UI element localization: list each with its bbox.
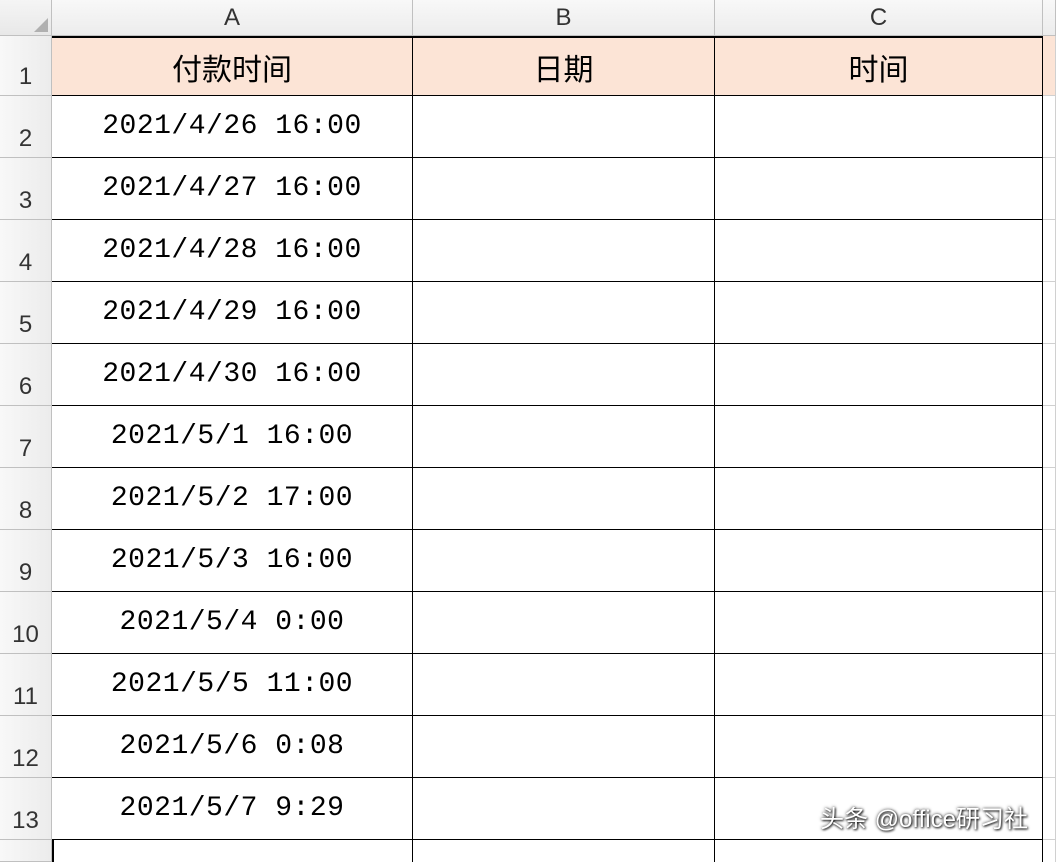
table-row: 9 2021/5/3 16:00 (0, 530, 1056, 592)
cell-a9[interactable]: 2021/5/3 16:00 (52, 530, 413, 592)
cell-a11[interactable]: 2021/5/5 11:00 (52, 654, 413, 716)
row-header-4[interactable]: 4 (0, 220, 52, 282)
cell-b13[interactable] (413, 778, 715, 840)
row-header-1[interactable]: 1 (0, 36, 52, 96)
column-header-c[interactable]: C (715, 0, 1043, 36)
cell-c14[interactable] (715, 840, 1043, 862)
cell-d13[interactable] (1043, 778, 1056, 840)
cell-b10[interactable] (413, 592, 715, 654)
cell-a10[interactable]: 2021/5/4 0:00 (52, 592, 413, 654)
cell-a5[interactable]: 2021/4/29 16:00 (52, 282, 413, 344)
cell-d4[interactable] (1043, 220, 1056, 282)
row-header-7[interactable]: 7 (0, 406, 52, 468)
cell-c12[interactable] (715, 716, 1043, 778)
cell-b12[interactable] (413, 716, 715, 778)
cell-c10[interactable] (715, 592, 1043, 654)
cell-c2[interactable] (715, 96, 1043, 158)
table-row: 8 2021/5/2 17:00 (0, 468, 1056, 530)
row-header-5[interactable]: 5 (0, 282, 52, 344)
watermark-text: 头条 @office研习社 (820, 799, 1028, 834)
header-cell-time[interactable]: 时间 (715, 36, 1043, 96)
cell-c6[interactable] (715, 344, 1043, 406)
row-header-13[interactable]: 13 (0, 778, 52, 840)
cell-a7[interactable]: 2021/5/1 16:00 (52, 406, 413, 468)
table-row: 5 2021/4/29 16:00 (0, 282, 1056, 344)
cell-b5[interactable] (413, 282, 715, 344)
cell-b3[interactable] (413, 158, 715, 220)
header-cell-date[interactable]: 日期 (413, 36, 715, 96)
row-header-10[interactable]: 10 (0, 592, 52, 654)
row-header-2[interactable]: 2 (0, 96, 52, 158)
cell-c11[interactable] (715, 654, 1043, 716)
cell-c4[interactable] (715, 220, 1043, 282)
row-header-6[interactable]: 6 (0, 344, 52, 406)
column-headers-row: A B C (0, 0, 1056, 36)
cell-b7[interactable] (413, 406, 715, 468)
cell-d3[interactable] (1043, 158, 1056, 220)
cell-a8[interactable]: 2021/5/2 17:00 (52, 468, 413, 530)
cell-b9[interactable] (413, 530, 715, 592)
cell-d10[interactable] (1043, 592, 1056, 654)
cell-a14[interactable] (52, 840, 413, 862)
select-all-corner[interactable] (0, 0, 52, 36)
row-header-12[interactable]: 12 (0, 716, 52, 778)
table-row: 4 2021/4/28 16:00 (0, 220, 1056, 282)
table-row: 2 2021/4/26 16:00 (0, 96, 1056, 158)
cell-d7[interactable] (1043, 406, 1056, 468)
cell-d12[interactable] (1043, 716, 1056, 778)
cell-b4[interactable] (413, 220, 715, 282)
cell-c7[interactable] (715, 406, 1043, 468)
cell-b11[interactable] (413, 654, 715, 716)
cell-a6[interactable]: 2021/4/30 16:00 (52, 344, 413, 406)
cell-b2[interactable] (413, 96, 715, 158)
cell-b6[interactable] (413, 344, 715, 406)
row-header-11[interactable]: 11 (0, 654, 52, 716)
cell-d2[interactable] (1043, 96, 1056, 158)
cell-d11[interactable] (1043, 654, 1056, 716)
table-row: 7 2021/5/1 16:00 (0, 406, 1056, 468)
cell-c3[interactable] (715, 158, 1043, 220)
table-row: 3 2021/4/27 16:00 (0, 158, 1056, 220)
header-cell-payment-time[interactable]: 付款时间 (52, 36, 413, 96)
table-row: 6 2021/4/30 16:00 (0, 344, 1056, 406)
table-row: 1 付款时间 日期 时间 (0, 36, 1056, 96)
table-row: 11 2021/5/5 11:00 (0, 654, 1056, 716)
cell-c5[interactable] (715, 282, 1043, 344)
cell-a12[interactable]: 2021/5/6 0:08 (52, 716, 413, 778)
cell-a13[interactable]: 2021/5/7 9:29 (52, 778, 413, 840)
cell-d14[interactable] (1043, 840, 1056, 862)
cell-d5[interactable] (1043, 282, 1056, 344)
table-row (0, 840, 1056, 862)
column-header-d[interactable] (1043, 0, 1056, 36)
cell-d9[interactable] (1043, 530, 1056, 592)
cell-c9[interactable] (715, 530, 1043, 592)
column-header-b[interactable]: B (413, 0, 715, 36)
row-header-8[interactable]: 8 (0, 468, 52, 530)
cell-c8[interactable] (715, 468, 1043, 530)
table-row: 10 2021/5/4 0:00 (0, 592, 1056, 654)
cell-b8[interactable] (413, 468, 715, 530)
row-header-9[interactable]: 9 (0, 530, 52, 592)
cell-d8[interactable] (1043, 468, 1056, 530)
cell-a3[interactable]: 2021/4/27 16:00 (52, 158, 413, 220)
spreadsheet-grid: A B C 1 付款时间 日期 时间 2 2021/4/26 16:00 3 2… (0, 0, 1056, 862)
row-header-3[interactable]: 3 (0, 158, 52, 220)
column-header-a[interactable]: A (52, 0, 413, 36)
cell-b14[interactable] (413, 840, 715, 862)
cell-a2[interactable]: 2021/4/26 16:00 (52, 96, 413, 158)
table-row: 12 2021/5/6 0:08 (0, 716, 1056, 778)
cell-d1[interactable] (1043, 36, 1056, 96)
cell-a4[interactable]: 2021/4/28 16:00 (52, 220, 413, 282)
row-header-14[interactable] (0, 840, 52, 862)
cell-d6[interactable] (1043, 344, 1056, 406)
